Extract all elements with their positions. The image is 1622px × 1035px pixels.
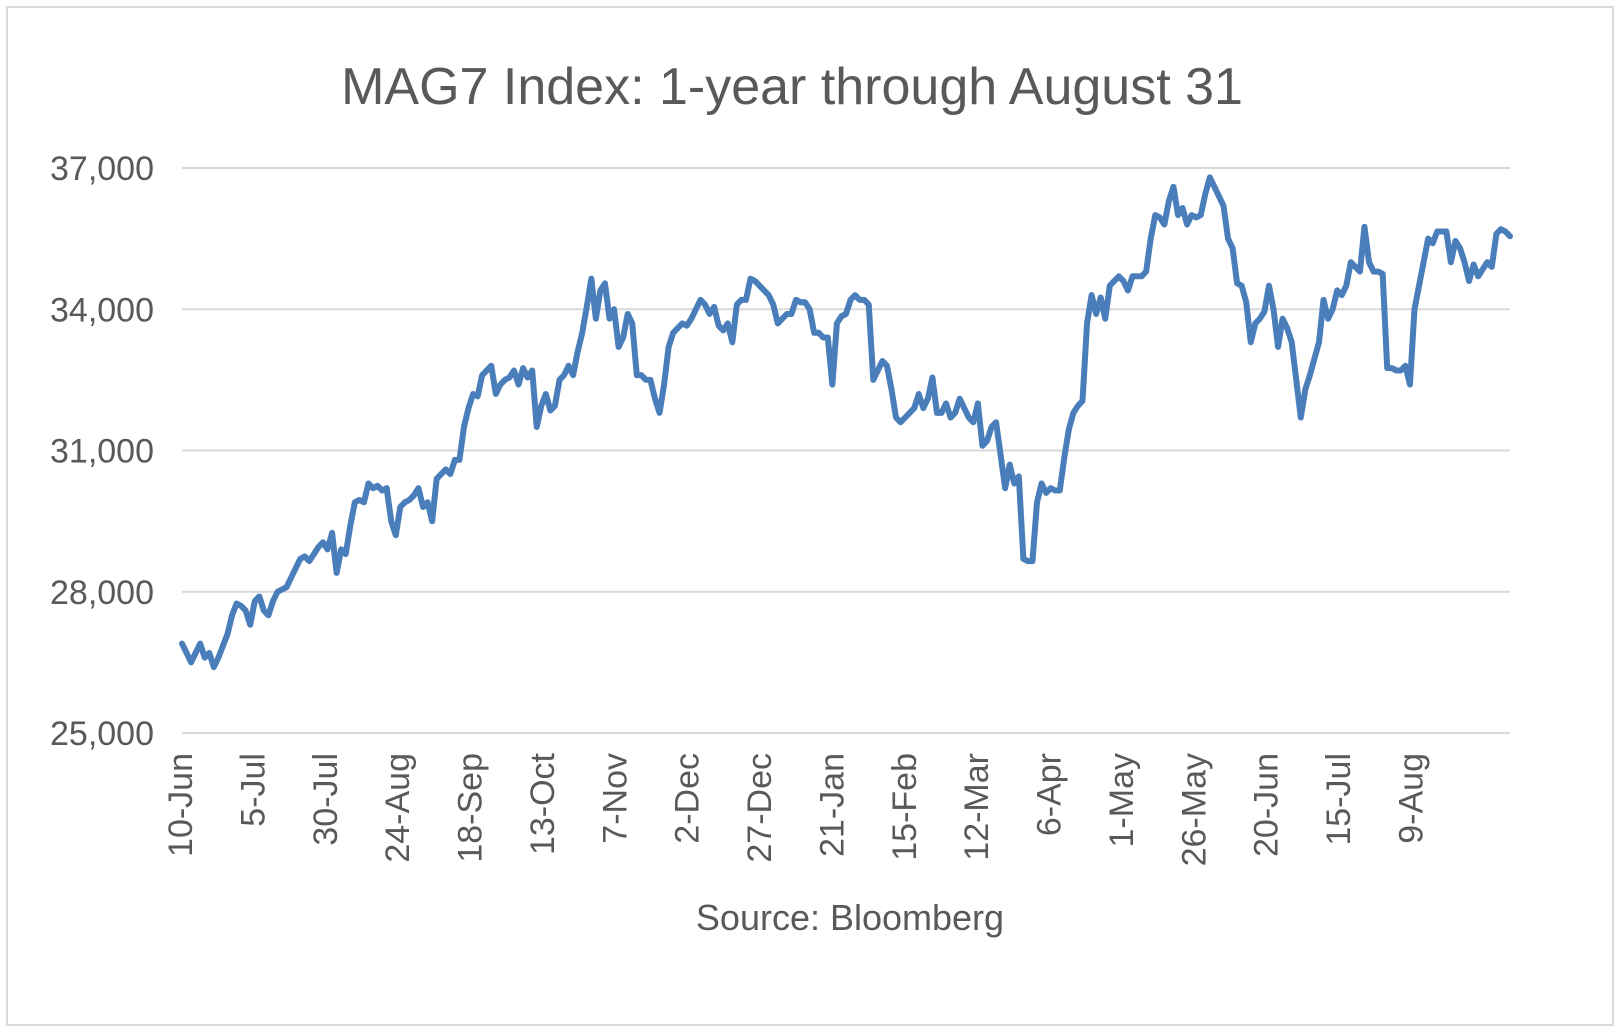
x-tick-label: 27-Dec bbox=[741, 753, 779, 863]
x-tick-label: 5-Jul bbox=[234, 753, 272, 827]
series-line bbox=[179, 174, 1513, 671]
x-tick-label: 6-Apr bbox=[1031, 753, 1069, 836]
line-chart: MAG7 Index: 1-year through August 31 25,… bbox=[50, 58, 1513, 938]
x-tick-label: 26-May bbox=[1175, 753, 1213, 866]
x-tick-label: 2-Dec bbox=[669, 753, 707, 844]
x-tick-label: 30-Jul bbox=[307, 753, 345, 846]
x-tick-label: 21-Jan bbox=[813, 753, 851, 857]
series-layer bbox=[179, 174, 1513, 671]
x-tick-label: 9-Aug bbox=[1392, 753, 1430, 844]
y-axis-ticks: 25,000 28,000 31,000 34,000 37,000 bbox=[50, 150, 154, 753]
chart-frame: MAG7 Index: 1-year through August 31 25,… bbox=[6, 6, 1614, 1026]
x-tick-label: 10-Jun bbox=[162, 753, 200, 857]
x-tick-label: 24-Aug bbox=[379, 753, 417, 863]
y-tick-label: 34,000 bbox=[50, 291, 154, 329]
x-tick-label: 18-Sep bbox=[452, 753, 490, 863]
chart-title: MAG7 Index: 1-year through August 31 bbox=[341, 58, 1243, 116]
x-axis-label: Source: Bloomberg bbox=[696, 897, 1004, 938]
x-tick-label: 1-May bbox=[1103, 753, 1141, 847]
x-tick-label: 7-Nov bbox=[596, 753, 634, 844]
x-tick-label: 12-Mar bbox=[958, 753, 996, 861]
x-axis-ticks: 10-Jun 5-Jul 30-Jul 24-Aug 18-Sep 13-Oct 7-Nov… bbox=[162, 752, 1430, 866]
x-tick-label: 13-Oct bbox=[524, 752, 562, 855]
x-tick-label: 20-Jun bbox=[1248, 753, 1286, 857]
y-tick-label: 31,000 bbox=[50, 433, 154, 471]
gridlines bbox=[182, 167, 1510, 734]
x-tick-label: 15-Jul bbox=[1320, 753, 1358, 846]
y-tick-label: 28,000 bbox=[50, 574, 154, 612]
y-tick-label: 37,000 bbox=[50, 150, 154, 188]
x-tick-label: 15-Feb bbox=[886, 753, 924, 861]
y-tick-label: 25,000 bbox=[50, 715, 154, 753]
